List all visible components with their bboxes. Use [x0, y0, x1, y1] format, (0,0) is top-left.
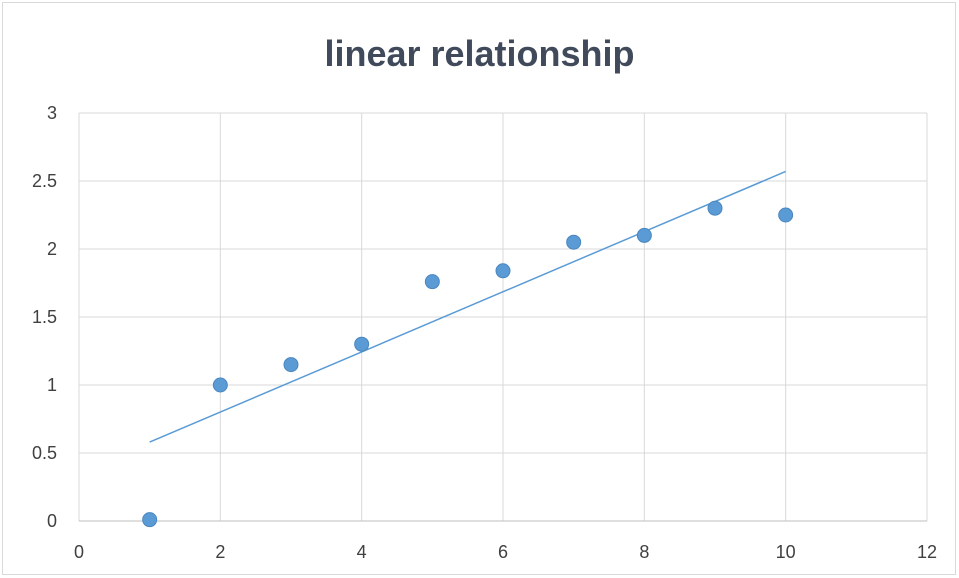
data-point	[495, 263, 511, 279]
x-tick-label: 0	[74, 542, 84, 562]
y-tick-label: 3	[47, 103, 57, 123]
chart-title: linear relationship	[324, 33, 635, 74]
y-tick-label: 2.5	[32, 171, 57, 191]
data-point	[212, 377, 228, 393]
gridlines	[78, 112, 928, 522]
data-point	[354, 336, 370, 352]
x-tick-label: 8	[639, 542, 649, 562]
trendline	[149, 170, 786, 443]
data-points	[142, 200, 794, 528]
data-point	[424, 274, 440, 290]
data-point	[778, 207, 794, 223]
y-tick-label: 2	[47, 239, 57, 259]
y-tick-label: 0	[47, 511, 57, 531]
x-tick-label: 10	[776, 542, 796, 562]
x-tick-label: 4	[357, 542, 367, 562]
y-tick-label: 0.5	[32, 443, 57, 463]
trendline-group	[149, 170, 786, 443]
data-point	[142, 512, 158, 528]
x-tick-label: 12	[917, 542, 937, 562]
x-tick-label: 2	[215, 542, 225, 562]
y-tick-label: 1.5	[32, 307, 57, 327]
x-tick-label: 6	[498, 542, 508, 562]
data-point	[636, 227, 652, 243]
data-point	[566, 234, 582, 250]
data-point	[283, 357, 299, 373]
y-tick-label: 1	[47, 375, 57, 395]
x-tick-labels: 0 2 4 6 8 10 12	[74, 542, 937, 562]
data-point	[707, 200, 723, 216]
y-tick-labels: 0 0.5 1 1.5 2 2.5 3	[32, 103, 57, 531]
